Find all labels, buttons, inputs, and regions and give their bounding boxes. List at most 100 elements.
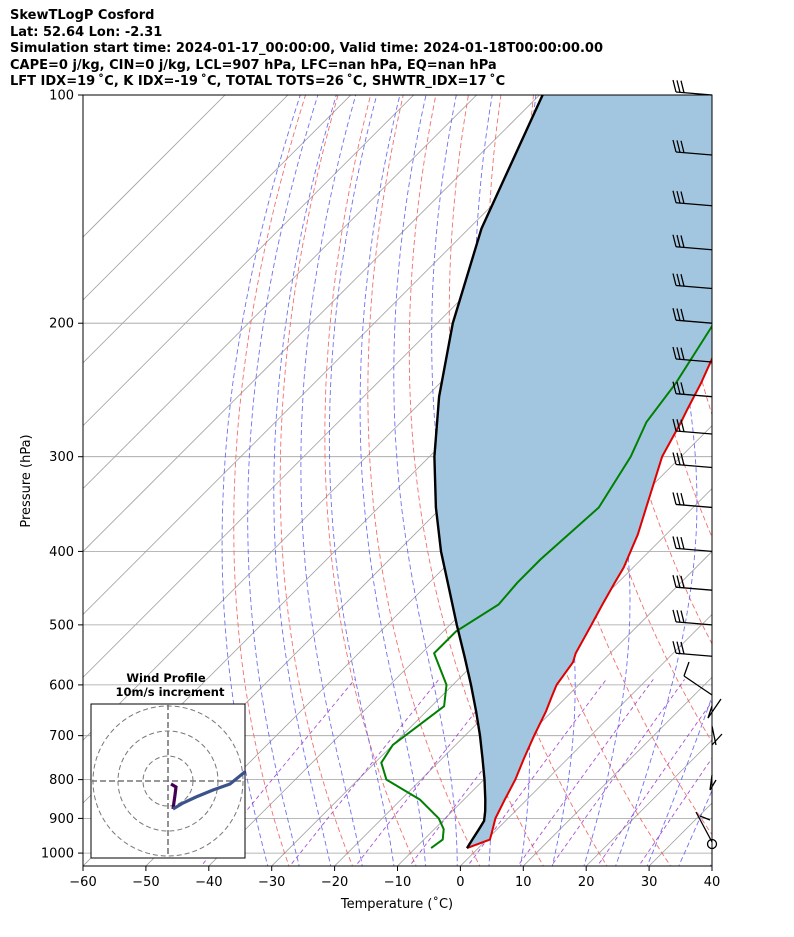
profile-layer: [380, 95, 712, 850]
moist-adiabat: [221, 95, 301, 866]
wind-barb: [672, 79, 713, 96]
moist-adiabat: [678, 789, 712, 866]
mixing-ratio-line: [355, 679, 502, 866]
wind-barb: [672, 536, 713, 553]
isotherm-line: [83, 95, 226, 238]
x-tick-label: 20: [578, 875, 595, 890]
wind-barb: [672, 139, 713, 156]
moist-adiabat: [300, 95, 363, 866]
temperature-line: [466, 356, 712, 850]
mixing-ratio-line: [289, 679, 440, 866]
moist-adiabat: [328, 95, 395, 866]
x-tick-label: 40: [704, 875, 721, 890]
dry-adiabat: [233, 95, 306, 866]
mixing-ratio-line: [638, 757, 712, 866]
y-tick-label: 800: [49, 773, 74, 788]
wind-barb: [672, 575, 713, 591]
wind-barb: [672, 190, 713, 207]
dry-adiabat: [279, 95, 353, 866]
y-axis-label: Pressure (hPa): [19, 434, 34, 527]
x-tick-label: −30: [258, 875, 285, 890]
moist-adiabat: [431, 95, 492, 866]
x-tick-label: −40: [195, 875, 222, 890]
wind-barb: [672, 609, 713, 626]
moist-adiabat: [615, 95, 698, 866]
chart-header: SkewTLogP Cosford Lat: 52.64 Lon: -2.31 …: [10, 8, 603, 91]
wind-barbs: [672, 79, 723, 850]
dry-adiabat: [408, 95, 544, 866]
wind-barb: [672, 308, 713, 324]
x-tick-label: −60: [69, 875, 96, 890]
wind-profile-inset: Wind Profile 10m/s increment: [90, 671, 246, 859]
moist-adiabat: [273, 95, 337, 866]
cin-area: [434, 95, 712, 849]
y-tick-label: 600: [49, 678, 74, 693]
x-axis-ticks: −60 −50 −40 −30 −20 −10 0 10 20 30 40: [69, 866, 720, 890]
moist-adiabat: [359, 95, 427, 866]
mixing-ratio-line: [409, 679, 553, 866]
isotherm-line: [773, 88, 794, 867]
parcel-line: [433, 95, 544, 849]
y-tick-label: 100: [49, 89, 74, 104]
inset-subtitle: 10m/s increment: [116, 685, 225, 699]
index-line: LFT IDX=19 ˚C, K IDX=-19 ˚C, TOTAL TOTS=…: [10, 74, 506, 89]
dry-adiabat: [324, 95, 417, 866]
dry-adiabat: [729, 95, 794, 869]
mixing-ratio-line: [550, 679, 685, 866]
isotherm-line: [83, 95, 603, 615]
mixing-ratio-line: [200, 679, 356, 866]
isotherm-line: [83, 95, 415, 427]
y-tick-label: 400: [49, 545, 74, 560]
wind-barb: [672, 641, 713, 657]
hodograph-low-trace: [170, 782, 178, 810]
isotherm-line: [459, 613, 712, 866]
y-tick-label: 300: [49, 450, 74, 465]
cape-line: CAPE=0 j/kg, CIN=0 j/kg, LCL=907 hPa, LF…: [10, 57, 497, 73]
y-tick-label: 900: [49, 812, 74, 827]
y-tick-label: 500: [49, 618, 74, 633]
wind-barb: [672, 492, 713, 509]
isotherm-line: [271, 425, 712, 866]
wind-barb: [672, 346, 713, 363]
dry-adiabat: [663, 95, 712, 417]
isotherm-line: [711, 865, 712, 866]
x-tick-label: 10: [515, 875, 532, 890]
x-tick-label: 0: [456, 875, 464, 890]
y-tick-label: 200: [49, 317, 74, 332]
wind-barb: [672, 418, 713, 435]
wind-barb: [672, 452, 713, 469]
dewpoint-line: [380, 324, 712, 849]
hodograph-high-trace: [172, 769, 245, 811]
x-tick-label: −10: [384, 875, 411, 890]
mixing-ratio-line: [596, 700, 712, 866]
x-tick-label: −20: [321, 875, 348, 890]
location-line: Lat: 52.64 Lon: -2.31: [10, 24, 163, 40]
wind-barb: [683, 661, 723, 843]
x-axis-label: Temperature (˚C): [340, 896, 453, 912]
mixing-ratio-line: [517, 679, 654, 866]
y-tick-label: 700: [49, 729, 74, 744]
moist-adiabat: [247, 95, 319, 866]
x-tick-label: −50: [132, 875, 159, 890]
moist-adiabat: [393, 95, 458, 866]
dry-adiabat: [367, 95, 481, 866]
mixing-ratio-line: [467, 679, 607, 866]
isotherm-line: [83, 95, 478, 490]
wind-barb: [672, 234, 713, 251]
inset-title: Wind Profile: [126, 671, 206, 685]
wind-barb: [672, 273, 713, 290]
moist-adiabat: [709, 861, 712, 866]
y-tick-label: 1000: [41, 847, 74, 862]
time-line: Simulation start time: 2024-01-17_00:00:…: [10, 41, 603, 56]
isotherm-line: [334, 488, 712, 866]
chart-title: SkewTLogP Cosford: [10, 8, 155, 23]
dry-adiabat: [762, 95, 794, 869]
isotherm-line: [522, 676, 712, 866]
wind-barb: [672, 381, 713, 398]
isotherm-line: [83, 95, 289, 301]
x-tick-label: 30: [641, 875, 658, 890]
moist-adiabat: [646, 695, 712, 866]
y-axis-ticks: 1000 900 800 700 600 500 400 300 200 100: [41, 89, 83, 862]
isotherm-line: [83, 95, 352, 364]
